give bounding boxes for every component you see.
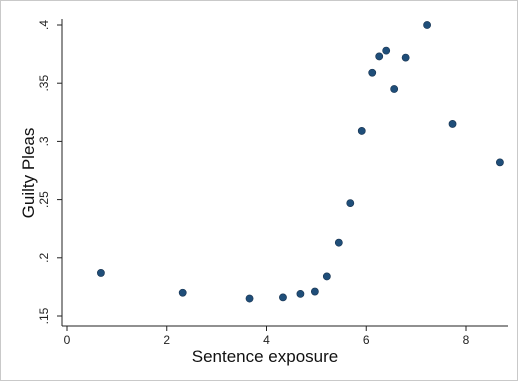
data-point — [382, 46, 391, 55]
y-tick-label: .2 — [37, 252, 51, 262]
x-tick-label: 0 — [64, 333, 71, 347]
data-point — [322, 272, 331, 281]
x-tick-label: 6 — [363, 333, 370, 347]
data-point — [423, 21, 431, 29]
y-tick-label: .25 — [37, 191, 51, 208]
data-point — [245, 294, 254, 303]
y-tick-label: .35 — [37, 75, 51, 92]
y-tick-label: .15 — [37, 307, 51, 324]
data-point — [357, 127, 366, 135]
y-tick-label: .3 — [37, 136, 51, 146]
x-tick-label: 2 — [163, 333, 170, 347]
data-point — [279, 293, 287, 302]
x-tick-label: 8 — [463, 333, 470, 347]
x-tick-label: 4 — [263, 333, 270, 347]
y-axis-ticks: .15 .2 .25 .3 .35 .4 — [37, 20, 62, 324]
data-point — [390, 85, 399, 93]
data-points — [97, 21, 504, 303]
data-point — [368, 68, 377, 77]
data-point — [334, 238, 343, 247]
data-point — [178, 288, 187, 297]
y-axis-title: Guilty Pleas — [19, 128, 38, 219]
axes — [61, 19, 508, 327]
data-point — [401, 53, 410, 62]
data-point — [375, 52, 384, 61]
data-point — [496, 158, 504, 167]
data-point — [448, 120, 457, 128]
y-tick-label: .4 — [37, 20, 51, 30]
data-point — [296, 289, 305, 298]
x-axis-title: Sentence exposure — [192, 347, 339, 366]
x-axis-ticks: 0 2 4 6 8 — [64, 326, 470, 347]
data-point — [97, 269, 105, 277]
data-point — [346, 199, 355, 207]
data-point — [310, 287, 319, 296]
